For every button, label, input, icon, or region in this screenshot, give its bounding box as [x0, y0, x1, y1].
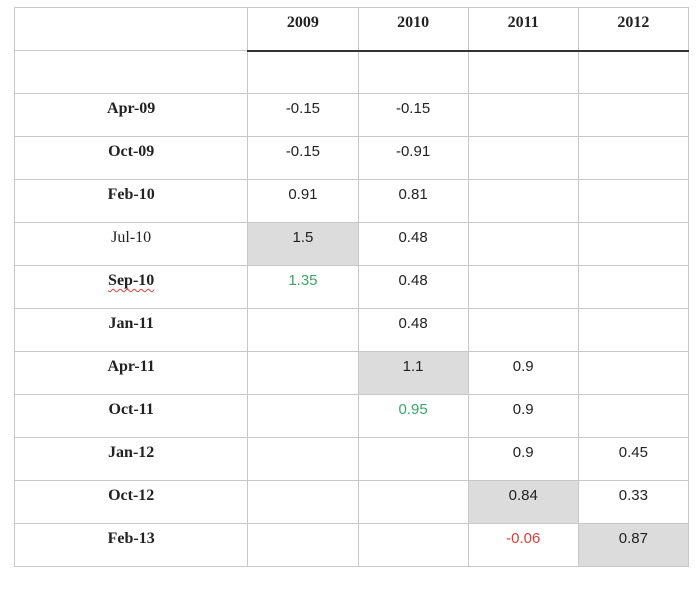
table-row: Jul-10 1.5 0.48 — [13, 222, 690, 266]
value-cell — [467, 136, 579, 180]
row-label: Jan-11 — [13, 308, 249, 352]
value-cell: 1.35 — [247, 265, 359, 309]
value-cell-highlighted: 0.84 — [467, 480, 579, 524]
row-label: Feb-13 — [13, 523, 249, 567]
value-cell — [577, 179, 690, 223]
blank-cell — [357, 50, 469, 94]
row-label: Oct-12 — [13, 480, 249, 524]
row-label: Oct-11 — [13, 394, 249, 438]
table-row: Oct-09 -0.15 -0.91 — [13, 136, 690, 180]
blank-cell — [577, 50, 690, 94]
value-cell — [247, 351, 359, 395]
value-cell — [577, 351, 690, 395]
value-cell: 0.95 — [357, 394, 469, 438]
value-cell: 0.9 — [467, 351, 579, 395]
value-cell: 0.48 — [357, 308, 469, 352]
table-row: Sep-10 1.35 0.48 — [13, 265, 690, 309]
value-cell-highlighted: 0.87 — [577, 523, 690, 567]
value-cell — [577, 308, 690, 352]
value-cell — [577, 136, 690, 180]
value-cell — [247, 437, 359, 481]
year-header-2011: 2011 — [467, 7, 579, 52]
table-row: Apr-09 -0.15 -0.15 — [13, 93, 690, 137]
table-row: Jan-11 0.48 — [13, 308, 690, 352]
blank-cell — [467, 50, 579, 94]
value-cell: -0.91 — [357, 136, 469, 180]
value-cell — [357, 523, 469, 567]
value-cell — [357, 437, 469, 481]
row-label: Jan-12 — [13, 437, 249, 481]
value-cell — [577, 394, 690, 438]
table-row: Oct-11 0.95 0.9 — [13, 394, 690, 438]
table-row: Feb-13 -0.06 0.87 — [13, 523, 690, 567]
row-label: Apr-11 — [13, 351, 249, 395]
value-cell-highlighted: 1.1 — [357, 351, 469, 395]
value-cell: 0.81 — [357, 179, 469, 223]
value-cell: 0.48 — [357, 222, 469, 266]
table-row: Apr-11 1.1 0.9 — [13, 351, 690, 395]
year-header-2010: 2010 — [357, 7, 469, 52]
value-cell: 0.45 — [577, 437, 690, 481]
value-cell: 0.9 — [467, 437, 579, 481]
year-header-2012: 2012 — [577, 7, 690, 52]
blank-cell — [247, 50, 359, 94]
row-label: Feb-10 — [13, 179, 249, 223]
value-cell — [577, 265, 690, 309]
value-cell: 0.91 — [247, 179, 359, 223]
row-label: Sep-10 — [13, 265, 249, 309]
header-corner-cell — [13, 7, 249, 51]
value-cell — [467, 308, 579, 352]
table-row: Oct-12 0.84 0.33 — [13, 480, 690, 524]
value-cell: 0.9 — [467, 394, 579, 438]
value-cell — [467, 93, 579, 137]
value-cell: -0.15 — [247, 136, 359, 180]
blank-cell — [13, 50, 249, 94]
value-cell — [467, 179, 579, 223]
row-label: Oct-09 — [13, 136, 249, 180]
value-cell — [247, 394, 359, 438]
table-row: Jan-12 0.9 0.45 — [13, 437, 690, 481]
value-cell-highlighted: 1.5 — [247, 222, 359, 266]
value-cell — [577, 93, 690, 137]
value-cell: -0.15 — [247, 93, 359, 137]
table-row: Feb-10 0.91 0.81 — [13, 179, 690, 223]
spellcheck-underlined-label: Sep-10 — [108, 272, 155, 289]
value-cell — [467, 265, 579, 309]
row-label: Jul-10 — [13, 222, 249, 266]
value-cell — [357, 480, 469, 524]
value-cell — [247, 523, 359, 567]
value-cell — [247, 308, 359, 352]
value-cell: 0.48 — [357, 265, 469, 309]
header-row: 2009 2010 2011 2012 — [13, 7, 690, 52]
data-table: 2009 2010 2011 2012 Apr-09 -0.15 -0.15 O… — [13, 7, 690, 567]
value-cell — [577, 222, 690, 266]
blank-row — [13, 50, 690, 94]
value-cell: 0.33 — [577, 480, 690, 524]
year-header-2009: 2009 — [247, 7, 359, 52]
value-cell — [247, 480, 359, 524]
value-cell — [467, 222, 579, 266]
value-cell: -0.06 — [467, 523, 579, 567]
row-label: Apr-09 — [13, 93, 249, 137]
value-cell: -0.15 — [357, 93, 469, 137]
